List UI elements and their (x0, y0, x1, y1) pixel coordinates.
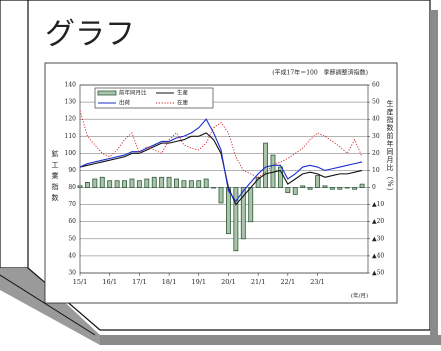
bar (166, 176, 172, 188)
bar (174, 178, 179, 188)
bar (292, 187, 298, 195)
bar (211, 187, 217, 189)
y-tick-label: 70 (68, 201, 76, 208)
x-tick-label: 17/1 (132, 278, 147, 286)
legend-label: 前年同月比 (119, 89, 147, 97)
bar (344, 187, 350, 189)
x-tick-label: 22/1 (281, 278, 296, 286)
y-tick-label: 130 (65, 99, 77, 106)
bar (277, 166, 283, 188)
x-tick-label: 16/1 (102, 278, 117, 286)
bar (114, 180, 120, 188)
legend-box (94, 87, 214, 109)
line (79, 118, 363, 203)
y2-tick-label: 0 (372, 184, 376, 191)
y2-tick-label: ▲50 (372, 270, 384, 277)
y2-tick-label: 10 (372, 167, 380, 174)
bar (285, 187, 291, 194)
bar (240, 187, 246, 240)
y2-tick-label: 60 (372, 82, 380, 89)
y-tick-label: 80 (68, 184, 76, 191)
legend-swatch (97, 90, 117, 96)
bar (77, 185, 83, 188)
shadow (100, 335, 441, 345)
plot: 30405060708090100110120130140▲50▲40▲30▲2… (65, 82, 385, 287)
y2-tick-label: ▲10 (372, 201, 384, 208)
legend-label: 在庫 (177, 99, 189, 107)
x-tick-label: 19/1 (191, 278, 206, 286)
heading: グラフ (45, 17, 135, 52)
bar (226, 187, 231, 235)
legend-label: 生産 (177, 89, 189, 97)
bar (263, 142, 269, 188)
y-tick-label: 100 (65, 150, 77, 157)
bar (248, 187, 254, 223)
y2-axis-label: 生産指数前年同月比（%） (386, 99, 394, 195)
y2-tick-label: 40 (372, 116, 380, 123)
bar (196, 180, 202, 188)
y-tick-label: 60 (68, 218, 76, 225)
x-tick-label: 18/1 (162, 278, 177, 286)
x-tick-label: 20/1 (221, 278, 236, 286)
legend-label: 出荷 (119, 99, 131, 107)
bar (233, 187, 239, 252)
bar (203, 178, 209, 188)
bar (129, 178, 135, 188)
y2-tick-label: 20 (372, 150, 380, 157)
bar (84, 182, 90, 188)
y2-tick-label: ▲30 (372, 235, 384, 242)
bar (136, 180, 142, 188)
x-tick-label: 23/1 (310, 278, 325, 286)
bar (122, 180, 127, 188)
bar (107, 180, 113, 188)
edge (0, 274, 96, 336)
bar (92, 178, 98, 188)
y-tick-label: 140 (65, 82, 77, 89)
bar (218, 187, 224, 204)
bar (188, 180, 194, 188)
bar (337, 187, 343, 190)
bar (352, 187, 358, 190)
bar (329, 187, 335, 190)
bar (181, 180, 187, 188)
x-axis-unit: (年/月) (351, 292, 368, 300)
y2-tick-label: ▲20 (372, 218, 384, 225)
y2-tick-label: 30 (372, 133, 380, 140)
y-tick-label: 50 (68, 235, 76, 242)
y2-tick-label: 50 (372, 99, 380, 106)
line (79, 132, 363, 206)
bar (159, 176, 165, 188)
y-axis-label: 鉱工業指数 (51, 149, 59, 205)
y-tick-label: 30 (68, 270, 76, 277)
x-tick-label: 15/1 (73, 278, 88, 286)
bar (99, 176, 105, 188)
bar (322, 185, 328, 188)
y-tick-label: 40 (68, 252, 76, 259)
bar (151, 176, 157, 188)
bar (307, 187, 313, 190)
plot-border (79, 84, 369, 274)
y-tick-label: 110 (65, 133, 77, 140)
y-tick-label: 120 (65, 116, 77, 123)
line (79, 110, 363, 178)
y2-tick-label: ▲40 (372, 252, 384, 259)
bar (300, 185, 306, 188)
chart-note: (平成17年＝100 季節調整済指数) (272, 69, 368, 77)
x-tick-label: 21/1 (251, 278, 266, 286)
y-tick-label: 90 (68, 167, 76, 174)
bar (359, 183, 365, 188)
bar (144, 178, 150, 188)
bar (315, 175, 320, 188)
shadow (430, 10, 438, 340)
